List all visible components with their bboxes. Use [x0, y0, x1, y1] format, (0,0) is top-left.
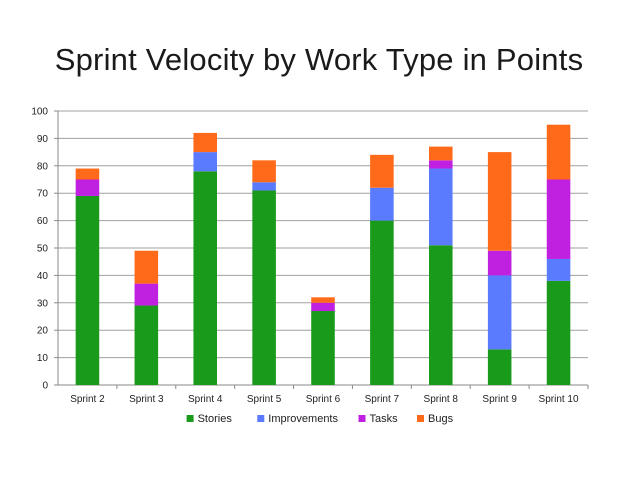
x-tick-label: Sprint 5 [247, 394, 282, 405]
bar-segment [429, 160, 453, 169]
x-tick-label: Sprint 7 [365, 394, 400, 405]
y-tick-label: 70 [37, 189, 49, 200]
bar-segment [311, 302, 335, 312]
bar-segment [487, 275, 512, 350]
legend-swatch [358, 415, 366, 422]
bar-segment [429, 168, 453, 246]
bar-segment [134, 283, 159, 306]
bar-segment [134, 305, 159, 385]
bar-segment [193, 132, 217, 153]
legend-label: Tasks [370, 413, 399, 425]
x-tick-label: Sprint 10 [539, 394, 579, 405]
bar-segment [75, 195, 100, 385]
x-tick-label: Sprint 2 [70, 394, 105, 405]
x-tick-label: Sprint 3 [129, 394, 164, 405]
bar-segment [134, 250, 159, 284]
bar-segment [252, 160, 276, 183]
y-tick-label: 60 [37, 216, 49, 227]
bar-segment [370, 220, 394, 385]
x-tick-label: Sprint 4 [188, 394, 223, 405]
bar-segment [546, 124, 571, 180]
bar-segment [311, 297, 335, 303]
y-tick-label: 40 [37, 271, 49, 282]
bar-segment [370, 187, 394, 221]
legend-label: Stories [198, 413, 233, 425]
bar-segment [429, 245, 453, 385]
bar-segment [370, 154, 394, 188]
y-tick-label: 0 [42, 381, 48, 392]
bar-segment [311, 311, 335, 385]
legend-label: Improvements [268, 413, 338, 425]
y-tick-label: 80 [37, 161, 49, 172]
bar-segment [487, 250, 512, 276]
bar-segment [193, 152, 217, 172]
legend-swatch [186, 415, 194, 422]
bar-segment [75, 179, 100, 196]
x-tick-label: Sprint 6 [306, 394, 341, 405]
legend-label: Bugs [428, 413, 454, 425]
bar-segment [429, 146, 453, 161]
y-tick-label: 100 [31, 107, 48, 118]
x-tick-label: Sprint 8 [424, 394, 459, 405]
bar-segment [252, 182, 276, 191]
legend-swatch [417, 415, 424, 422]
y-tick-label: 10 [37, 353, 49, 364]
y-tick-label: 20 [37, 326, 49, 337]
bar-segment [75, 168, 100, 180]
y-tick-label: 90 [37, 134, 49, 145]
bar-segment [546, 179, 571, 259]
bar-segment [252, 190, 276, 385]
y-tick-label: 50 [37, 244, 49, 255]
bar-segment [546, 280, 571, 385]
bar-segment [487, 349, 512, 385]
bar-segment [546, 258, 571, 281]
y-tick-label: 30 [37, 298, 49, 309]
bar-segment [193, 171, 217, 385]
bar-segment [487, 152, 512, 251]
chart-title: Sprint Velocity by Work Type in Points [54, 42, 584, 77]
x-tick-label: Sprint 9 [482, 394, 517, 405]
legend-swatch [257, 415, 265, 422]
